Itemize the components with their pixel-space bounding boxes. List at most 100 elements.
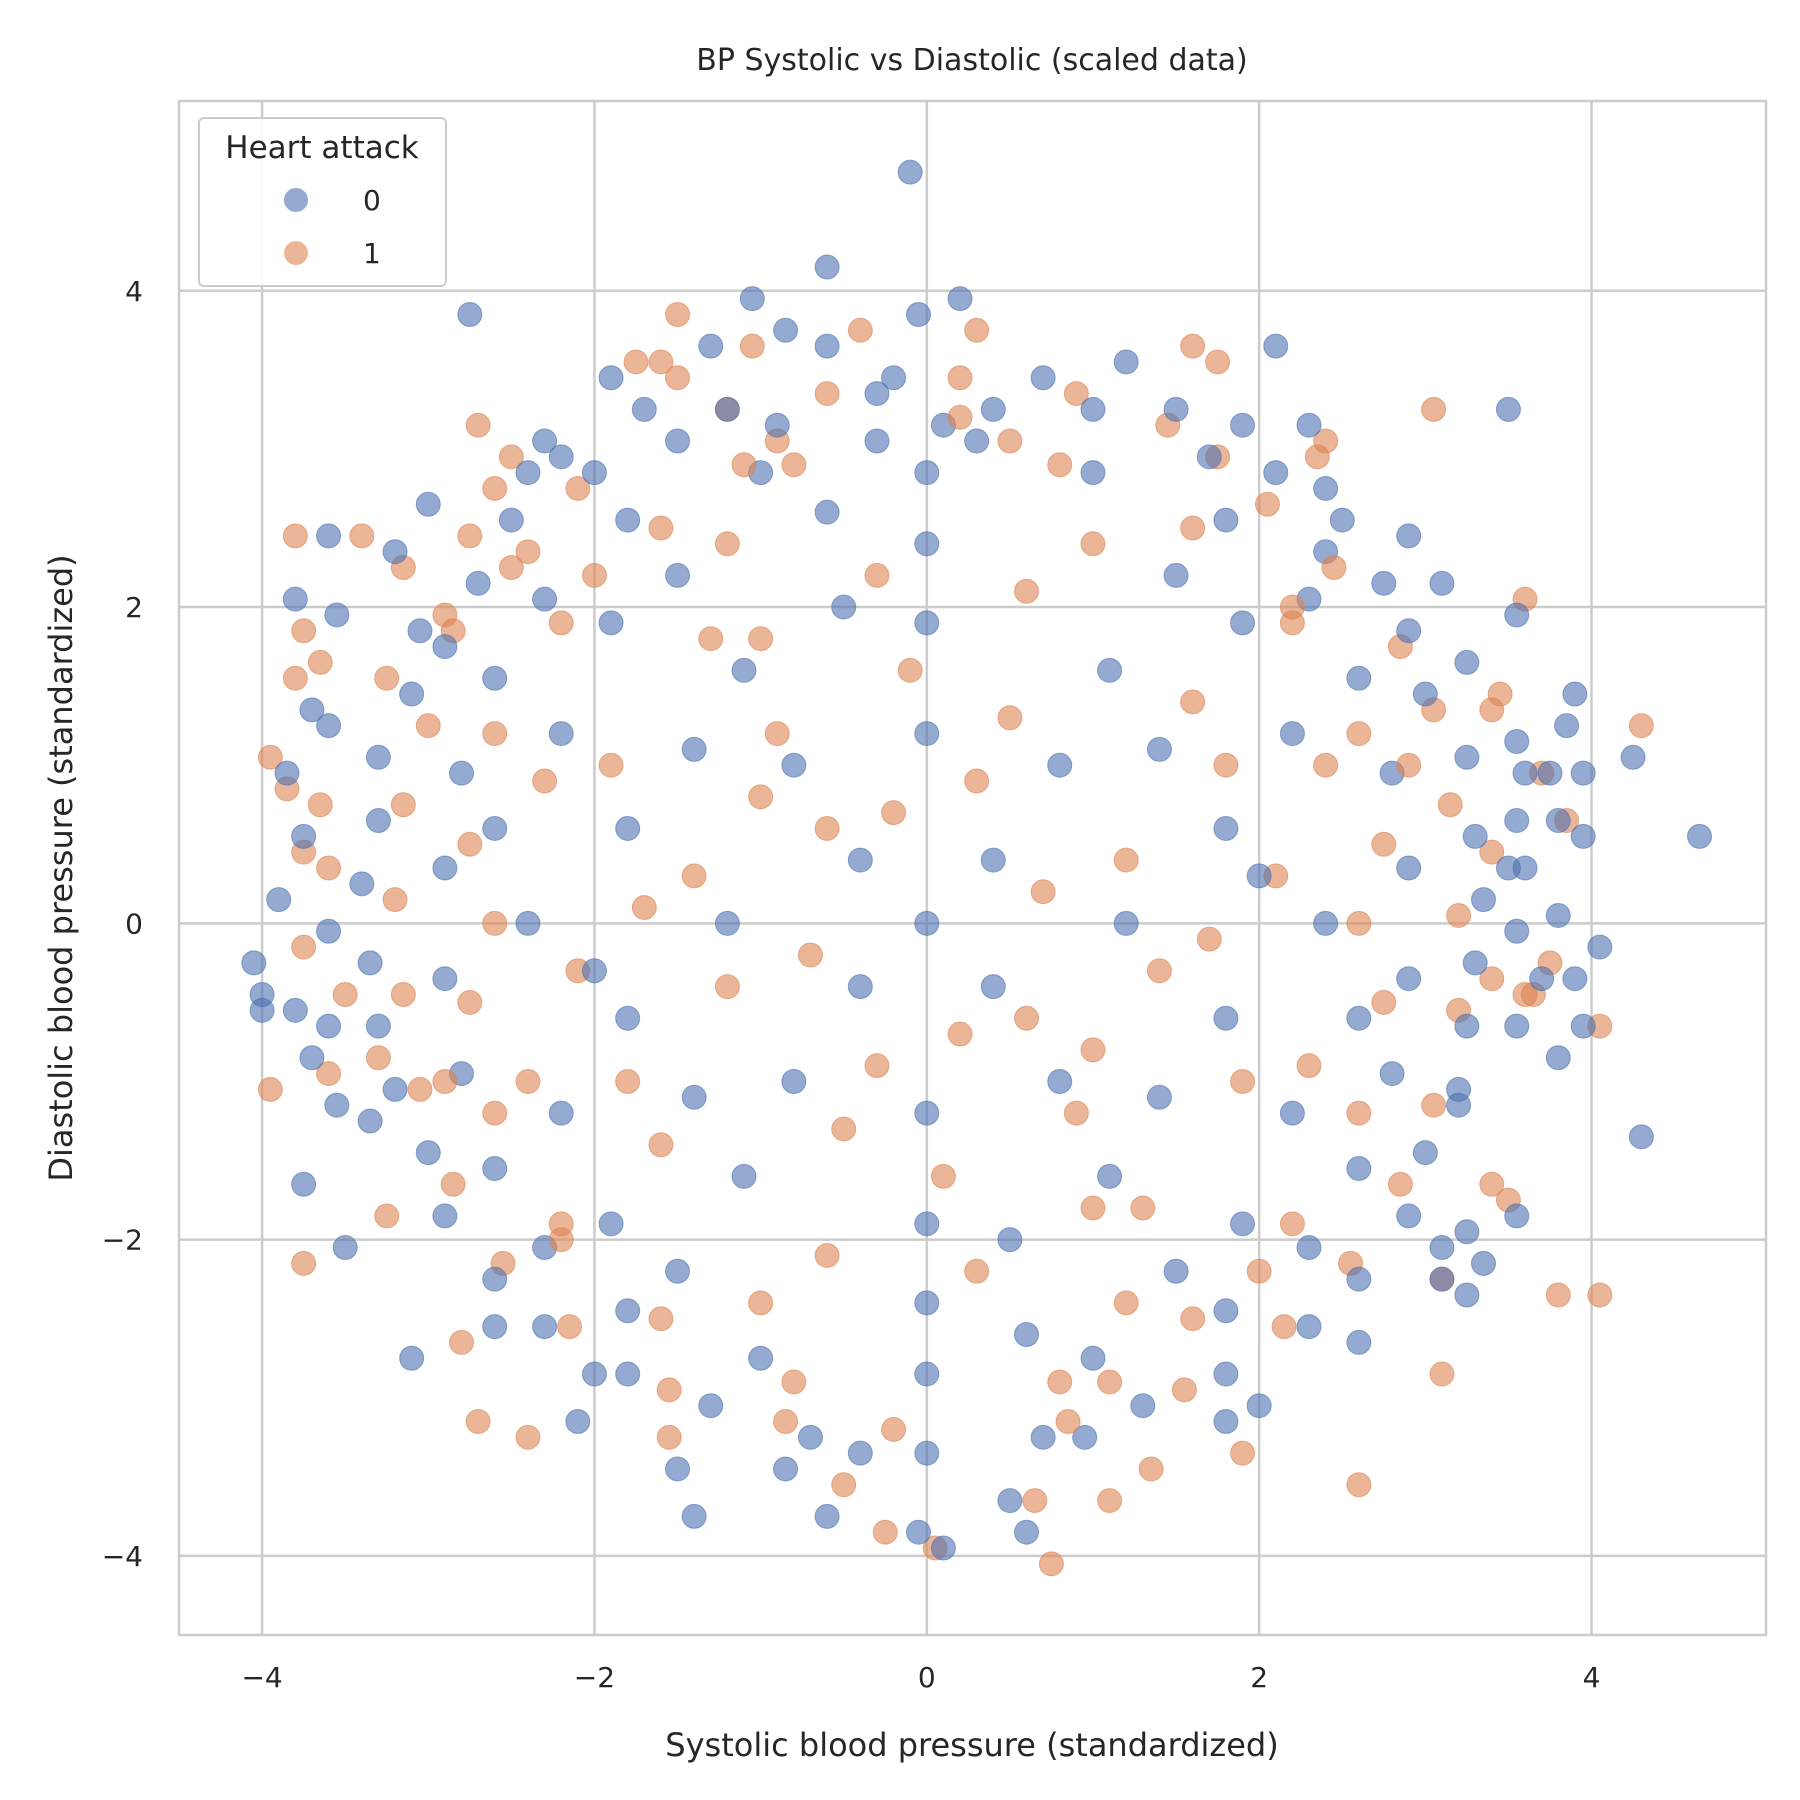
data-point-series-0 xyxy=(665,562,691,588)
data-point-series-1 xyxy=(1346,1100,1372,1126)
data-point-series-1 xyxy=(1030,879,1056,905)
data-point-series-0 xyxy=(1346,1266,1372,1292)
data-point-series-1 xyxy=(1446,902,1472,928)
data-point-series-1 xyxy=(390,792,416,818)
data-point-series-1 xyxy=(1279,594,1305,620)
data-point-series-0 xyxy=(698,1393,724,1419)
data-point-series-0 xyxy=(399,1345,425,1371)
data-point-series-0 xyxy=(814,499,840,525)
data-point-series-1 xyxy=(282,523,308,549)
data-point-series-1 xyxy=(1138,1456,1164,1482)
data-point-series-0 xyxy=(1412,681,1438,707)
data-point-series-1 xyxy=(1171,1377,1197,1403)
x-tick-labels: −4 −2 0 2 4 xyxy=(241,1661,1600,1694)
data-point-series-0 xyxy=(1545,808,1571,834)
data-point-series-0 xyxy=(581,460,607,486)
data-point-series-0 xyxy=(1072,1424,1098,1450)
data-point-series-1 xyxy=(847,317,873,343)
data-point-series-1 xyxy=(814,1242,840,1268)
data-point-series-0 xyxy=(1412,1140,1438,1166)
data-point-series-1 xyxy=(407,1076,433,1102)
data-point-series-1 xyxy=(291,618,317,644)
data-point-series-0 xyxy=(1047,1068,1073,1094)
data-point-series-0 xyxy=(1504,1203,1530,1229)
data-point-series-1 xyxy=(897,657,923,683)
data-point-series-1 xyxy=(1213,752,1239,778)
data-point-series-0 xyxy=(1545,902,1571,928)
data-point-series-0 xyxy=(1628,1124,1654,1150)
data-point-series-0 xyxy=(1047,752,1073,778)
data-point-series-1 xyxy=(465,412,491,438)
data-point-series-1 xyxy=(1304,444,1330,470)
data-point-series-1 xyxy=(615,1068,641,1094)
data-point-series-1 xyxy=(1113,847,1139,873)
data-point-series-0 xyxy=(1396,1203,1422,1229)
data-point-series-1 xyxy=(390,982,416,1008)
data-point-series-0 xyxy=(482,1155,508,1181)
data-point-series-0 xyxy=(731,1163,757,1189)
data-point-series-1 xyxy=(581,562,607,588)
data-point-series-0 xyxy=(1396,855,1422,881)
data-point-series-1 xyxy=(681,863,707,889)
legend-title: Heart attack xyxy=(225,130,418,166)
y-tick-label: −4 xyxy=(102,1540,143,1573)
data-point-series-1 xyxy=(1271,1314,1297,1340)
data-point-series-1 xyxy=(739,333,765,359)
data-point-series-0 xyxy=(764,412,790,438)
data-point-series-0 xyxy=(1030,365,1056,391)
data-point-series-1 xyxy=(947,404,973,430)
data-point-series-0 xyxy=(282,997,308,1023)
data-point-series-1 xyxy=(498,555,524,581)
data-point-series-1 xyxy=(598,752,624,778)
data-point-series-0 xyxy=(266,887,292,913)
data-point-series-1 xyxy=(864,1053,890,1079)
data-point-series-0 xyxy=(365,808,391,834)
data-point-series-1 xyxy=(1146,958,1172,984)
x-tick-label: −4 xyxy=(241,1661,282,1694)
data-point-series-0 xyxy=(681,1503,707,1529)
data-point-series-0 xyxy=(681,736,707,762)
data-point-series-0 xyxy=(548,444,574,470)
data-point-series-0 xyxy=(1462,950,1488,976)
data-point-series-1 xyxy=(997,428,1023,454)
data-point-series-1 xyxy=(482,721,508,747)
data-point-series-1 xyxy=(365,1045,391,1071)
data-point-series-0 xyxy=(1097,657,1123,683)
data-point-series-0 xyxy=(1346,1005,1372,1031)
data-point-series-0 xyxy=(1213,1361,1239,1387)
data-point-series-1 xyxy=(1055,1409,1081,1435)
data-point-series-0 xyxy=(432,634,458,660)
data-point-series-0 xyxy=(432,966,458,992)
data-point-series-0 xyxy=(299,1045,325,1071)
data-point-series-1 xyxy=(457,523,483,549)
data-point-series-1 xyxy=(1396,752,1422,778)
data-point-series-0 xyxy=(1512,855,1538,881)
data-point-series-1 xyxy=(482,910,508,936)
data-point-series-1 xyxy=(515,1068,541,1094)
data-point-series-0 xyxy=(1687,823,1713,849)
data-point-series-0 xyxy=(432,1203,458,1229)
data-point-series-0 xyxy=(349,871,375,897)
data-point-series-1 xyxy=(257,1076,283,1102)
data-point-series-0 xyxy=(1296,1314,1322,1340)
data-point-series-0 xyxy=(1454,744,1480,770)
data-point-series-0 xyxy=(1030,1424,1056,1450)
x-axis-label: Systolic blood pressure (standardized) xyxy=(665,1726,1278,1764)
legend-frame xyxy=(198,117,447,287)
data-point-series-0 xyxy=(1454,1013,1480,1039)
data-point-series-1 xyxy=(831,1472,857,1498)
data-point-series-1 xyxy=(1279,1211,1305,1237)
data-point-series-1 xyxy=(482,1100,508,1126)
data-point-series-0 xyxy=(515,910,541,936)
data-point-series-1 xyxy=(665,365,691,391)
data-point-series-0 xyxy=(1230,1211,1256,1237)
y-axis-label: Diastolic blood pressure (standardized) xyxy=(42,554,80,1181)
data-point-series-0 xyxy=(1196,444,1222,470)
data-point-series-0 xyxy=(332,1235,358,1261)
data-point-series-1 xyxy=(1387,1171,1413,1197)
data-point-series-1 xyxy=(1346,910,1372,936)
data-point-series-1 xyxy=(631,895,657,921)
data-point-series-0 xyxy=(1113,349,1139,375)
data-point-series-0 xyxy=(930,1535,956,1561)
data-point-series-0 xyxy=(1246,863,1272,889)
